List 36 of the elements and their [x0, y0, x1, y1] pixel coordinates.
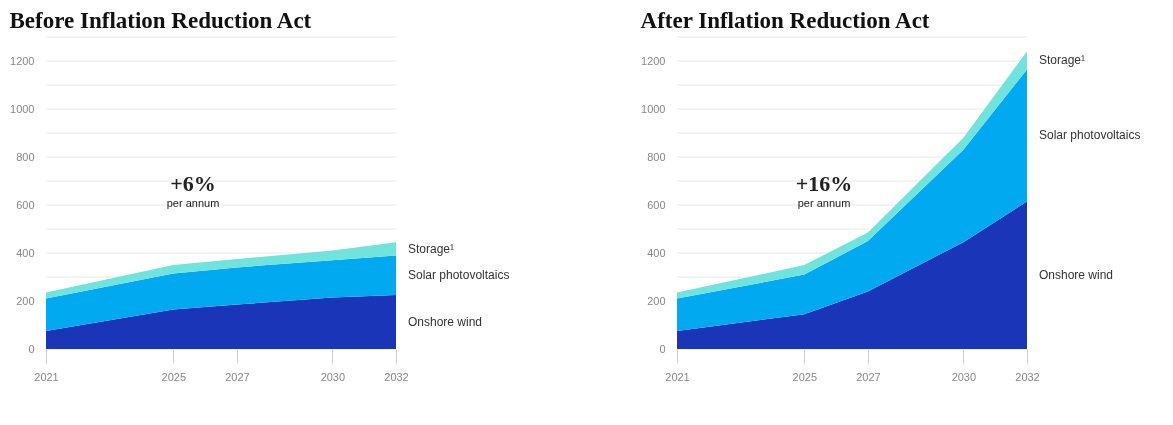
- x-tick-label: 2032: [1015, 370, 1040, 383]
- x-tick-label: 2030: [951, 370, 977, 383]
- x-tick-label: 2021: [34, 370, 59, 383]
- series-label: Onshore wind: [408, 315, 483, 329]
- y-tick-label: 600: [16, 198, 35, 211]
- x-tick-label: 2030: [320, 370, 346, 383]
- y-tick-label: 400: [647, 246, 666, 259]
- series-label: Solar photovoltaics: [1039, 128, 1141, 143]
- y-tick-label: 1200: [641, 54, 666, 67]
- series-label: Solar photovoltaics: [408, 268, 510, 283]
- annotation: per annum: [166, 196, 220, 209]
- y-tick-label: 200: [647, 294, 666, 307]
- x-tick-label: 2021: [665, 370, 690, 383]
- chart-title: After Inflation Reduction Act: [640, 7, 930, 33]
- y-tick-label: 800: [647, 150, 666, 163]
- y-tick-label: 800: [16, 150, 35, 163]
- x-tick-label: 2025: [792, 370, 818, 383]
- y-tick-label: 600: [647, 198, 666, 211]
- y-tick-label: 1000: [641, 102, 666, 115]
- y-tick-label: 0: [659, 342, 666, 355]
- annotation: +6%: [170, 170, 216, 196]
- chart-title: Before Inflation Reduction Act: [9, 7, 312, 33]
- y-tick-label: 400: [16, 246, 35, 259]
- x-tick-label: 2027: [225, 370, 250, 383]
- annotation: per annum: [797, 196, 851, 209]
- annotation: +16%: [795, 170, 853, 196]
- y-tick-label: 1200: [10, 54, 35, 67]
- x-tick-label: 2027: [856, 370, 881, 383]
- series-label: Storage¹: [408, 241, 455, 256]
- y-tick-label: 1000: [10, 102, 35, 115]
- series-label: Storage¹: [1039, 53, 1086, 68]
- x-tick-label: 2032: [384, 370, 409, 383]
- y-tick-label: 200: [16, 294, 35, 307]
- series-label: Onshore wind: [1039, 268, 1114, 283]
- x-tick-label: 2025: [161, 370, 187, 383]
- y-tick-label: 0: [28, 342, 35, 355]
